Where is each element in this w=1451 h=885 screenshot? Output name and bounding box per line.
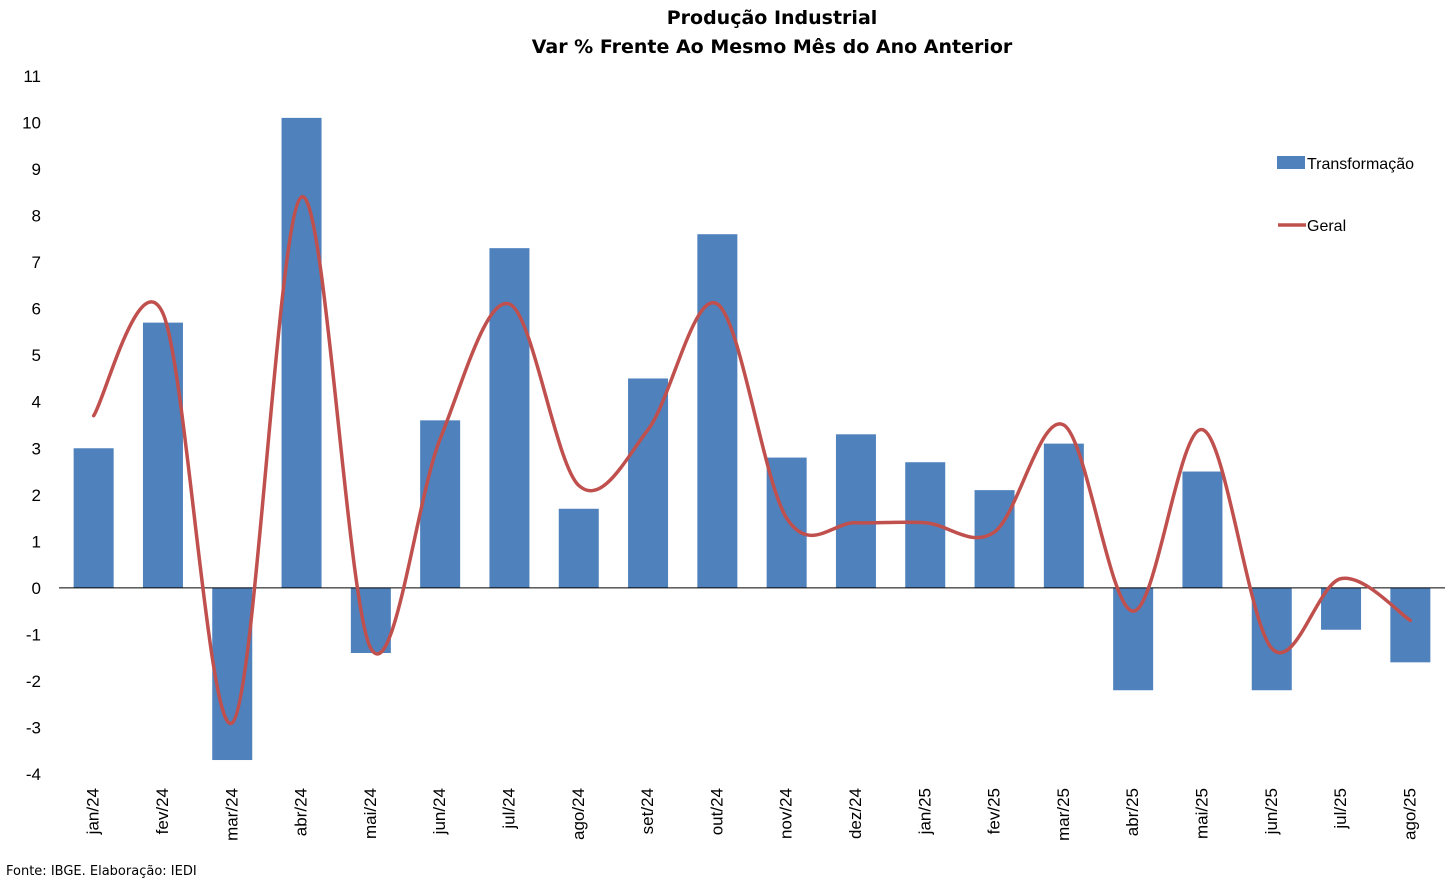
chart-title: Produção Industrial bbox=[667, 7, 878, 29]
bar-transformacao-abr-25 bbox=[1113, 587, 1154, 691]
x-tick-label: abr/25 bbox=[1123, 788, 1142, 836]
bar-transformacao-abr-24 bbox=[281, 117, 322, 588]
source-note: Fonte: IBGE. Elaboração: IEDI bbox=[6, 864, 197, 879]
bar-transformacao-out-24 bbox=[697, 234, 738, 588]
x-tick-label: mai/24 bbox=[361, 788, 380, 839]
x-tick-label: abr/24 bbox=[292, 788, 311, 836]
y-tick-label: 10 bbox=[22, 114, 41, 133]
x-tick-label: mar/25 bbox=[1054, 788, 1073, 841]
x-tick-label: ago/24 bbox=[569, 788, 588, 840]
y-tick-label: 7 bbox=[32, 253, 41, 272]
chart-subtitle: Var % Frente Ao Mesmo Mês do Ano Anterio… bbox=[532, 36, 1013, 58]
x-tick-label: jun/25 bbox=[1262, 788, 1281, 835]
x-tick-label: set/24 bbox=[638, 788, 657, 834]
y-tick-label: 11 bbox=[23, 67, 41, 86]
legend-swatch-transformacao bbox=[1277, 156, 1305, 169]
bar-transformacao-jun-25 bbox=[1251, 587, 1292, 691]
y-tick-label: 1 bbox=[32, 532, 41, 551]
x-tick-label: ago/25 bbox=[1400, 788, 1419, 840]
y-tick-label: 6 bbox=[32, 300, 41, 319]
legend: Transformação Geral bbox=[1277, 156, 1414, 235]
x-tick-label: jun/24 bbox=[430, 788, 449, 835]
y-tick-label: 3 bbox=[32, 439, 41, 458]
y-tick-label: 8 bbox=[32, 207, 41, 226]
y-tick-label: -3 bbox=[26, 718, 41, 737]
bar-transformacao-set-24 bbox=[628, 378, 669, 588]
x-tick-label: jul/25 bbox=[1331, 788, 1350, 830]
bar-transformacao-mai-24 bbox=[350, 587, 391, 654]
bar-series bbox=[73, 117, 1431, 761]
bar-transformacao-dez-24 bbox=[835, 434, 876, 588]
x-tick-label: mar/24 bbox=[222, 788, 241, 841]
x-tick-label: mai/25 bbox=[1192, 788, 1211, 839]
x-tick-label: jan/24 bbox=[84, 788, 103, 835]
y-tick-label: 5 bbox=[32, 346, 41, 365]
x-axis: jan/24 fev/24 mar/24 abr/24 mai/24 jun/24 jul/… bbox=[84, 788, 1420, 841]
legend-label-geral: Geral bbox=[1307, 218, 1346, 235]
y-tick-label: 4 bbox=[32, 393, 41, 412]
line-series-geral bbox=[91, 195, 1413, 725]
bar-transformacao-ago-24 bbox=[558, 508, 599, 588]
x-tick-label: fev/24 bbox=[153, 788, 172, 834]
bar-transformacao-mar-25 bbox=[1043, 443, 1084, 588]
bar-transformacao-jul-25 bbox=[1321, 587, 1362, 630]
bar-transformacao-fev-24 bbox=[142, 322, 183, 588]
bar-transformacao-mai-25 bbox=[1182, 471, 1223, 588]
y-tick-label: -4 bbox=[26, 765, 41, 784]
x-tick-label: jan/25 bbox=[915, 788, 934, 835]
y-tick-label: 2 bbox=[32, 486, 41, 505]
bar-transformacao-jul-24 bbox=[489, 248, 530, 588]
y-tick-label: -2 bbox=[26, 672, 41, 691]
bar-transformacao-mar-24 bbox=[212, 587, 253, 761]
y-tick-label: 9 bbox=[32, 160, 41, 179]
bar-transformacao-jun-24 bbox=[420, 420, 461, 588]
y-tick-label: -1 bbox=[26, 625, 41, 644]
x-tick-label: fev/25 bbox=[985, 788, 1004, 834]
y-tick-label: 0 bbox=[32, 579, 41, 598]
x-tick-label: jul/24 bbox=[499, 788, 518, 830]
x-tick-label: nov/24 bbox=[777, 788, 796, 839]
x-tick-label: dez/24 bbox=[846, 788, 865, 839]
bar-transformacao-jan-24 bbox=[73, 448, 114, 588]
bar-transformacao-ago-25 bbox=[1390, 587, 1431, 663]
x-tick-label: out/24 bbox=[707, 788, 726, 835]
legend-label-transformacao: Transformação bbox=[1307, 156, 1414, 173]
